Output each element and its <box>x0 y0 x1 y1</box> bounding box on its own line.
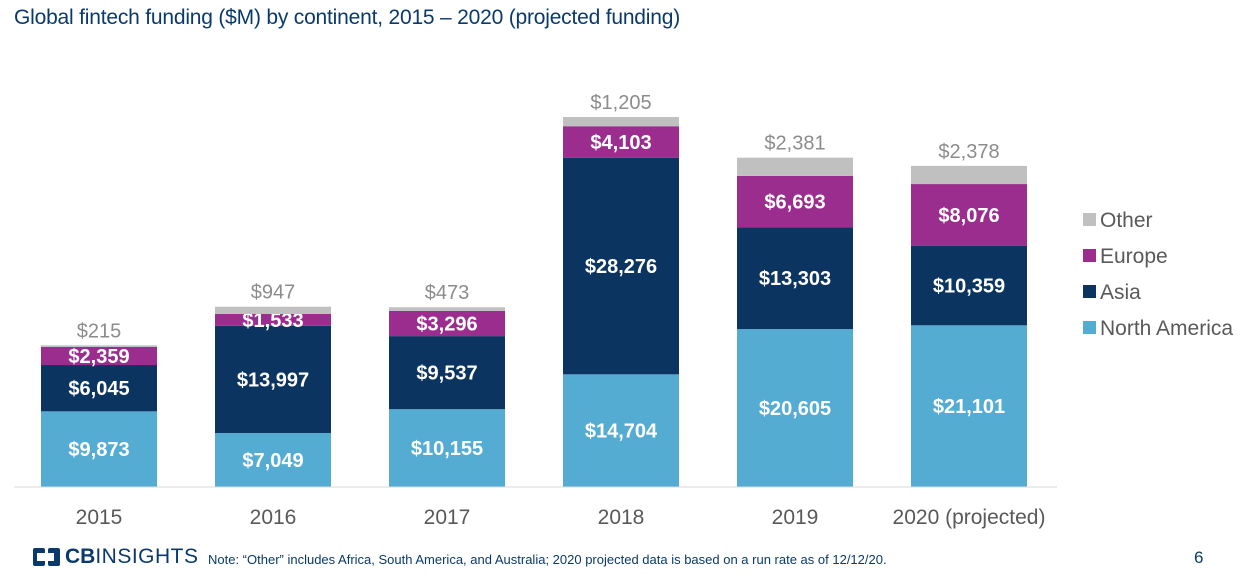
data-label-europe-2018: $4,103 <box>590 132 651 154</box>
legend-swatch-europe <box>1083 249 1096 262</box>
x-tick-label-2015: 2015 <box>76 506 123 529</box>
data-label-asia-2016: $13,997 <box>237 369 309 391</box>
data-label-europe-2015: $2,359 <box>68 346 129 368</box>
cbinsights-logo: CB INSIGHTS <box>33 545 199 569</box>
legend-label-asia: Asia <box>1100 281 1141 304</box>
legend-item-asia: Asia <box>1083 281 1141 304</box>
bar-north-america-2017 <box>389 409 505 487</box>
data-label-north-america-2017: $10,155 <box>411 438 483 460</box>
bar-group-2018: $14,704 $28,276 $4,103 $1,205 <box>563 92 679 487</box>
bar-north-america-2015 <box>41 411 157 487</box>
bar-europe-2017 <box>389 310 505 337</box>
data-label-asia-2019: $13,303 <box>759 268 831 290</box>
data-label-north-america-2016: $7,049 <box>242 450 303 472</box>
legend-item-other: Other <box>1083 209 1153 232</box>
data-label-other-2017: $473 <box>425 282 470 304</box>
x-tick-label-2017: 2017 <box>424 506 471 529</box>
cbinsights-logo-icon <box>33 548 60 566</box>
x-axis-tick-labels: 2015 2016 2017 2018 2019 2020 (projected) <box>76 506 1046 529</box>
data-label-asia-2020-projected: $10,359 <box>933 276 1005 298</box>
footnote: Note: “Other” includes Africa, South Ame… <box>208 552 887 567</box>
data-label-north-america-2020-projected: $21,101 <box>933 396 1005 418</box>
bar-north-america-2016 <box>215 432 331 487</box>
legend-label-north-america: North America <box>1100 317 1233 340</box>
data-label-north-america-2018: $14,704 <box>585 421 658 443</box>
bar-europe-2019 <box>737 175 853 228</box>
bar-other-2015 <box>41 345 157 347</box>
bar-other-2018 <box>563 117 679 127</box>
data-label-asia-2018: $28,276 <box>585 256 657 278</box>
bar-europe-2018 <box>563 126 679 158</box>
bar-asia-2017 <box>389 336 505 410</box>
bar-other-2020-projected <box>911 165 1027 185</box>
data-label-europe-2017: $3,296 <box>416 313 477 335</box>
bar-group-2020-projected: $21,101 $10,359 $8,076 $2,378 <box>911 141 1027 487</box>
bar-asia-2019 <box>737 227 853 330</box>
bar-groups: $9,873 $6,045 $2,359 $215 $7,049 $13,997 $1,53… <box>41 92 1027 487</box>
bar-group-2016: $7,049 $13,997 $1,533 $947 <box>215 282 331 487</box>
logo-text-insights: INSIGHTS <box>95 545 199 568</box>
bar-europe-2015 <box>41 346 157 366</box>
bar-north-america-2020-projected <box>911 325 1027 487</box>
data-label-north-america-2019: $20,605 <box>759 398 831 420</box>
bar-group-2019: $20,605 $13,303 $6,693 $2,381 <box>737 133 853 487</box>
stacked-bar-chart: $9,873 $6,045 $2,359 $215 $7,049 $13,997 $1,53… <box>14 92 1233 529</box>
x-tick-label-2018: 2018 <box>598 506 645 529</box>
chart-title: Global fintech funding ($M) by continent… <box>14 6 681 29</box>
data-label-asia-2017: $9,537 <box>416 363 477 385</box>
data-label-north-america-2015: $9,873 <box>68 439 129 461</box>
data-label-europe-2020-projected: $8,076 <box>938 205 999 227</box>
bar-asia-2020-projected <box>911 245 1027 326</box>
data-label-other-2020-projected: $2,378 <box>938 141 999 163</box>
bar-asia-2016 <box>215 325 331 433</box>
bar-group-2017: $10,155 $9,537 $3,296 $473 <box>389 282 505 487</box>
x-tick-label-2016: 2016 <box>250 506 297 529</box>
bar-asia-2018 <box>563 157 679 375</box>
bar-north-america-2018 <box>563 374 679 487</box>
logo-text-cb: CB <box>65 545 96 568</box>
page-number: 6 <box>1194 548 1204 567</box>
data-label-europe-2019: $6,693 <box>764 192 825 214</box>
bar-group-2015: $9,873 $6,045 $2,359 $215 <box>41 320 157 487</box>
legend-label-europe: Europe <box>1100 245 1168 268</box>
legend-item-north-america: North America <box>1083 317 1233 340</box>
data-label-other-2015: $215 <box>77 320 122 342</box>
bar-asia-2015 <box>41 365 157 412</box>
legend-swatch-other <box>1083 213 1096 226</box>
data-label-europe-2016: $1,533 <box>242 310 303 332</box>
bar-europe-2016 <box>215 313 331 326</box>
data-label-other-2018: $1,205 <box>590 92 651 114</box>
legend-swatch-north-america <box>1083 321 1096 334</box>
x-tick-label-2020-projected: 2020 (projected) <box>893 506 1046 529</box>
legend-item-europe: Europe <box>1083 245 1168 268</box>
bar-north-america-2019 <box>737 329 853 487</box>
legend-label-other: Other <box>1100 209 1153 232</box>
bar-other-2016 <box>215 306 331 314</box>
data-label-other-2019: $2,381 <box>764 133 825 155</box>
data-label-other-2016: $947 <box>251 282 296 304</box>
bar-europe-2020-projected <box>911 184 1027 246</box>
bar-other-2017 <box>389 307 505 311</box>
x-tick-label-2019: 2019 <box>772 506 819 529</box>
data-label-asia-2015: $6,045 <box>68 378 129 400</box>
legend-swatch-asia <box>1083 285 1096 298</box>
legend: Other Europe Asia North America <box>1083 209 1233 340</box>
bar-other-2019 <box>737 157 853 176</box>
